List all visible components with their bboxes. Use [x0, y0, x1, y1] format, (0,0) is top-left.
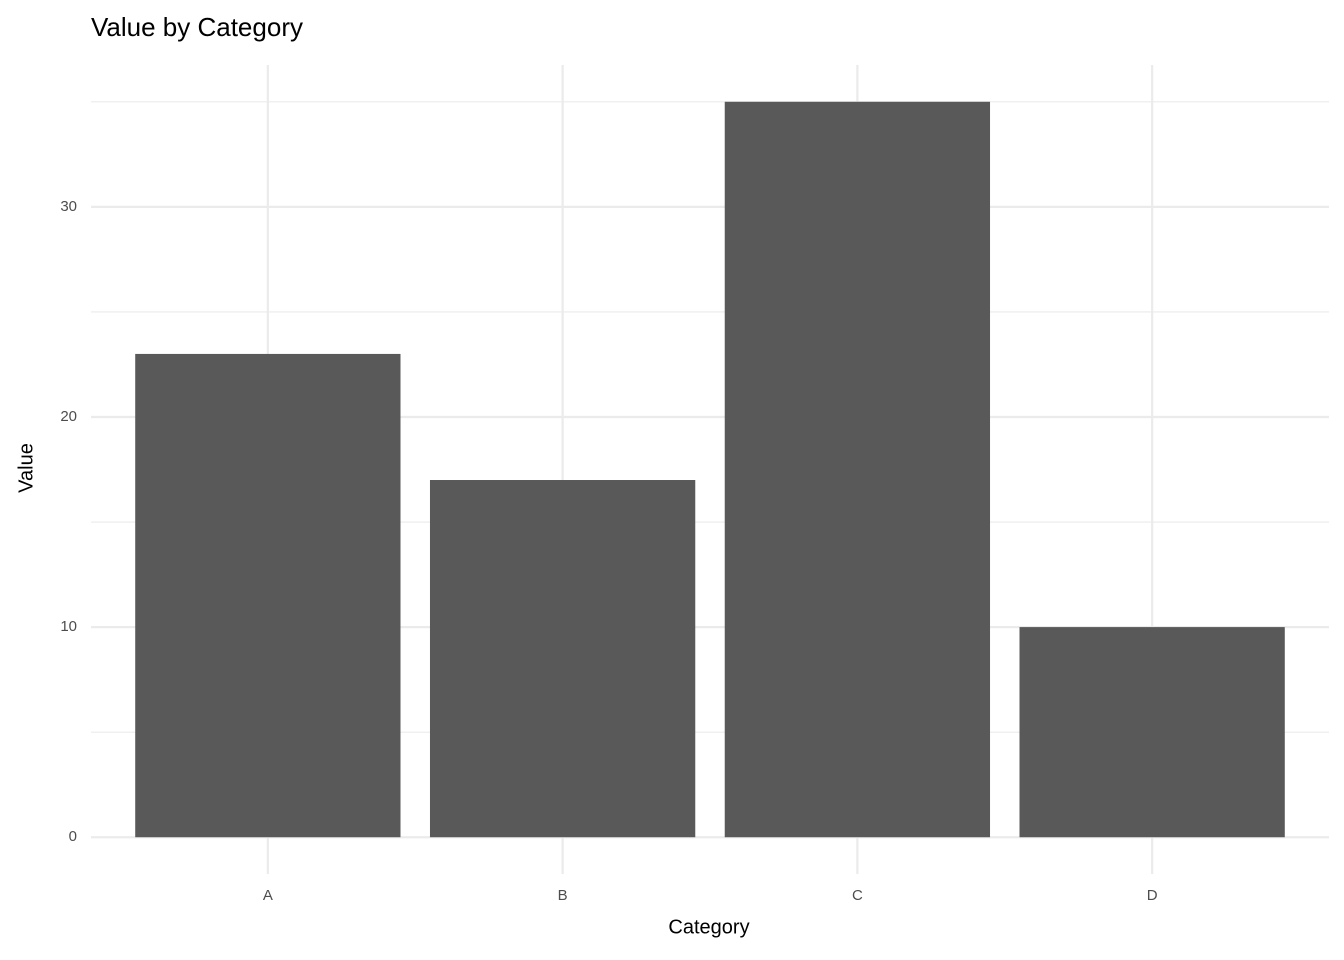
- x-tick-label: D: [1147, 887, 1158, 904]
- y-tick-label: 0: [69, 828, 77, 845]
- y-axis-title: Value: [15, 443, 37, 493]
- y-tick-label: 30: [60, 198, 77, 215]
- x-tick-label: A: [263, 887, 273, 904]
- chart-title: Value by Category: [91, 12, 303, 42]
- bar: [429, 480, 696, 838]
- x-tick-label: B: [558, 887, 568, 904]
- x-tick-label: C: [852, 887, 863, 904]
- bar: [135, 353, 401, 838]
- bar: [1019, 627, 1285, 838]
- y-tick-label: 10: [60, 618, 77, 635]
- x-axis-title: Category: [668, 916, 749, 938]
- y-tick-label: 20: [60, 408, 77, 425]
- bar: [724, 101, 991, 838]
